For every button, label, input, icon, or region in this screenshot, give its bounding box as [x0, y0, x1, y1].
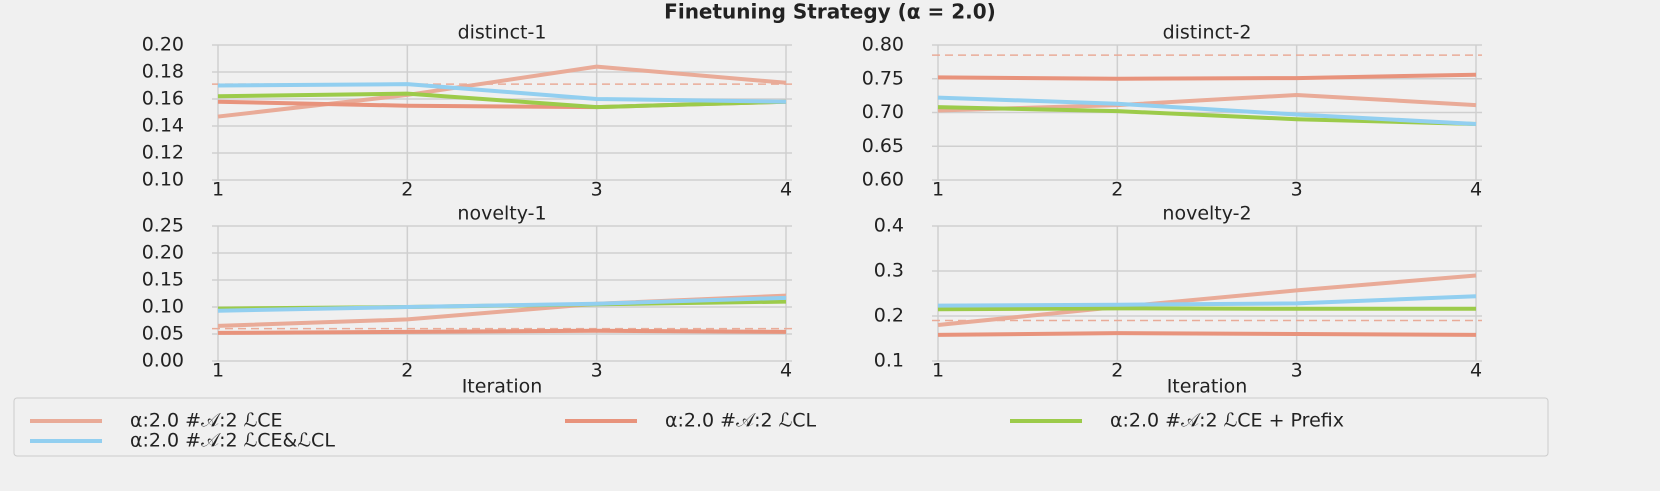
figure-title: Finetuning Strategy (α = 2.0): [664, 0, 996, 24]
series-line: [217, 64, 787, 119]
series-line: [217, 328, 787, 335]
x-axis-label: Iteration: [462, 376, 543, 398]
subplot-title: novelty-2: [1162, 203, 1251, 225]
y-tick-label: 0.18: [142, 61, 184, 83]
x-tick-label: 2: [1111, 360, 1123, 382]
y-tick-label: 0.65: [862, 135, 904, 157]
y-tick-label: 0.14: [142, 115, 184, 137]
series-line: [937, 105, 1477, 126]
legend-label: α:2.0 #𝒜:2 ℒCE&ℒCL: [130, 430, 335, 452]
y-tick-label: 0.75: [862, 67, 904, 89]
y-tick-label: 0.16: [142, 88, 184, 110]
y-tick-label: 0.60: [862, 169, 904, 191]
subplot-title: novelty-1: [457, 203, 546, 225]
subplot-title: distinct-1: [458, 22, 547, 44]
y-tick-label: 0.80: [862, 34, 904, 56]
series-line: [937, 72, 1477, 81]
y-tick-label: 0.2: [874, 305, 904, 327]
x-tick-label: 3: [591, 360, 603, 382]
legend-box: [13, 397, 1549, 457]
x-tick-label: 3: [1291, 179, 1303, 201]
y-tick-label: 0.10: [142, 296, 184, 318]
x-tick-label: 3: [591, 179, 603, 201]
x-tick-label: 4: [1470, 360, 1482, 382]
subplot-title: distinct-2: [1163, 22, 1252, 44]
legend-label: α:2.0 #𝒜:2 ℒCL: [665, 410, 817, 432]
x-tick-label: 4: [780, 179, 792, 201]
y-tick-label: 0.10: [142, 169, 184, 191]
x-tick-label: 1: [932, 360, 944, 382]
series-line: [937, 95, 1477, 126]
legend-label: α:2.0 #𝒜:2 ℒCE: [130, 410, 283, 432]
y-tick-label: 0.15: [142, 269, 184, 291]
y-tick-label: 0.1: [874, 350, 904, 372]
x-tick-label: 2: [401, 360, 413, 382]
x-tick-label: 1: [212, 179, 224, 201]
series-line: [217, 295, 787, 313]
y-tick-label: 0.25: [142, 215, 184, 237]
series-line: [217, 91, 787, 110]
y-tick-label: 0.12: [142, 142, 184, 164]
x-tick-label: 2: [1111, 179, 1123, 201]
y-tick-label: 0.4: [874, 215, 904, 237]
series-line: [937, 331, 1477, 337]
y-tick-label: 0.05: [142, 323, 184, 345]
y-tick-label: 0.20: [142, 34, 184, 56]
series-line: [937, 294, 1477, 308]
x-tick-label: 4: [1470, 179, 1482, 201]
y-tick-label: 0.70: [862, 101, 904, 123]
x-tick-label: 4: [780, 360, 792, 382]
x-tick-label: 1: [212, 360, 224, 382]
y-tick-label: 0.3: [874, 260, 904, 282]
x-tick-label: 2: [401, 179, 413, 201]
series-line: [937, 306, 1476, 312]
x-tick-label: 1: [932, 179, 944, 201]
x-tick-label: 3: [1291, 360, 1303, 382]
y-tick-label: 0.20: [142, 242, 184, 264]
y-tick-label: 0.00: [142, 350, 184, 372]
series-line: [217, 82, 787, 104]
x-axis-label: Iteration: [1167, 376, 1248, 398]
series-line: [937, 273, 1477, 327]
legend-label: α:2.0 #𝒜:2 ℒCE + Prefix: [1110, 410, 1344, 432]
